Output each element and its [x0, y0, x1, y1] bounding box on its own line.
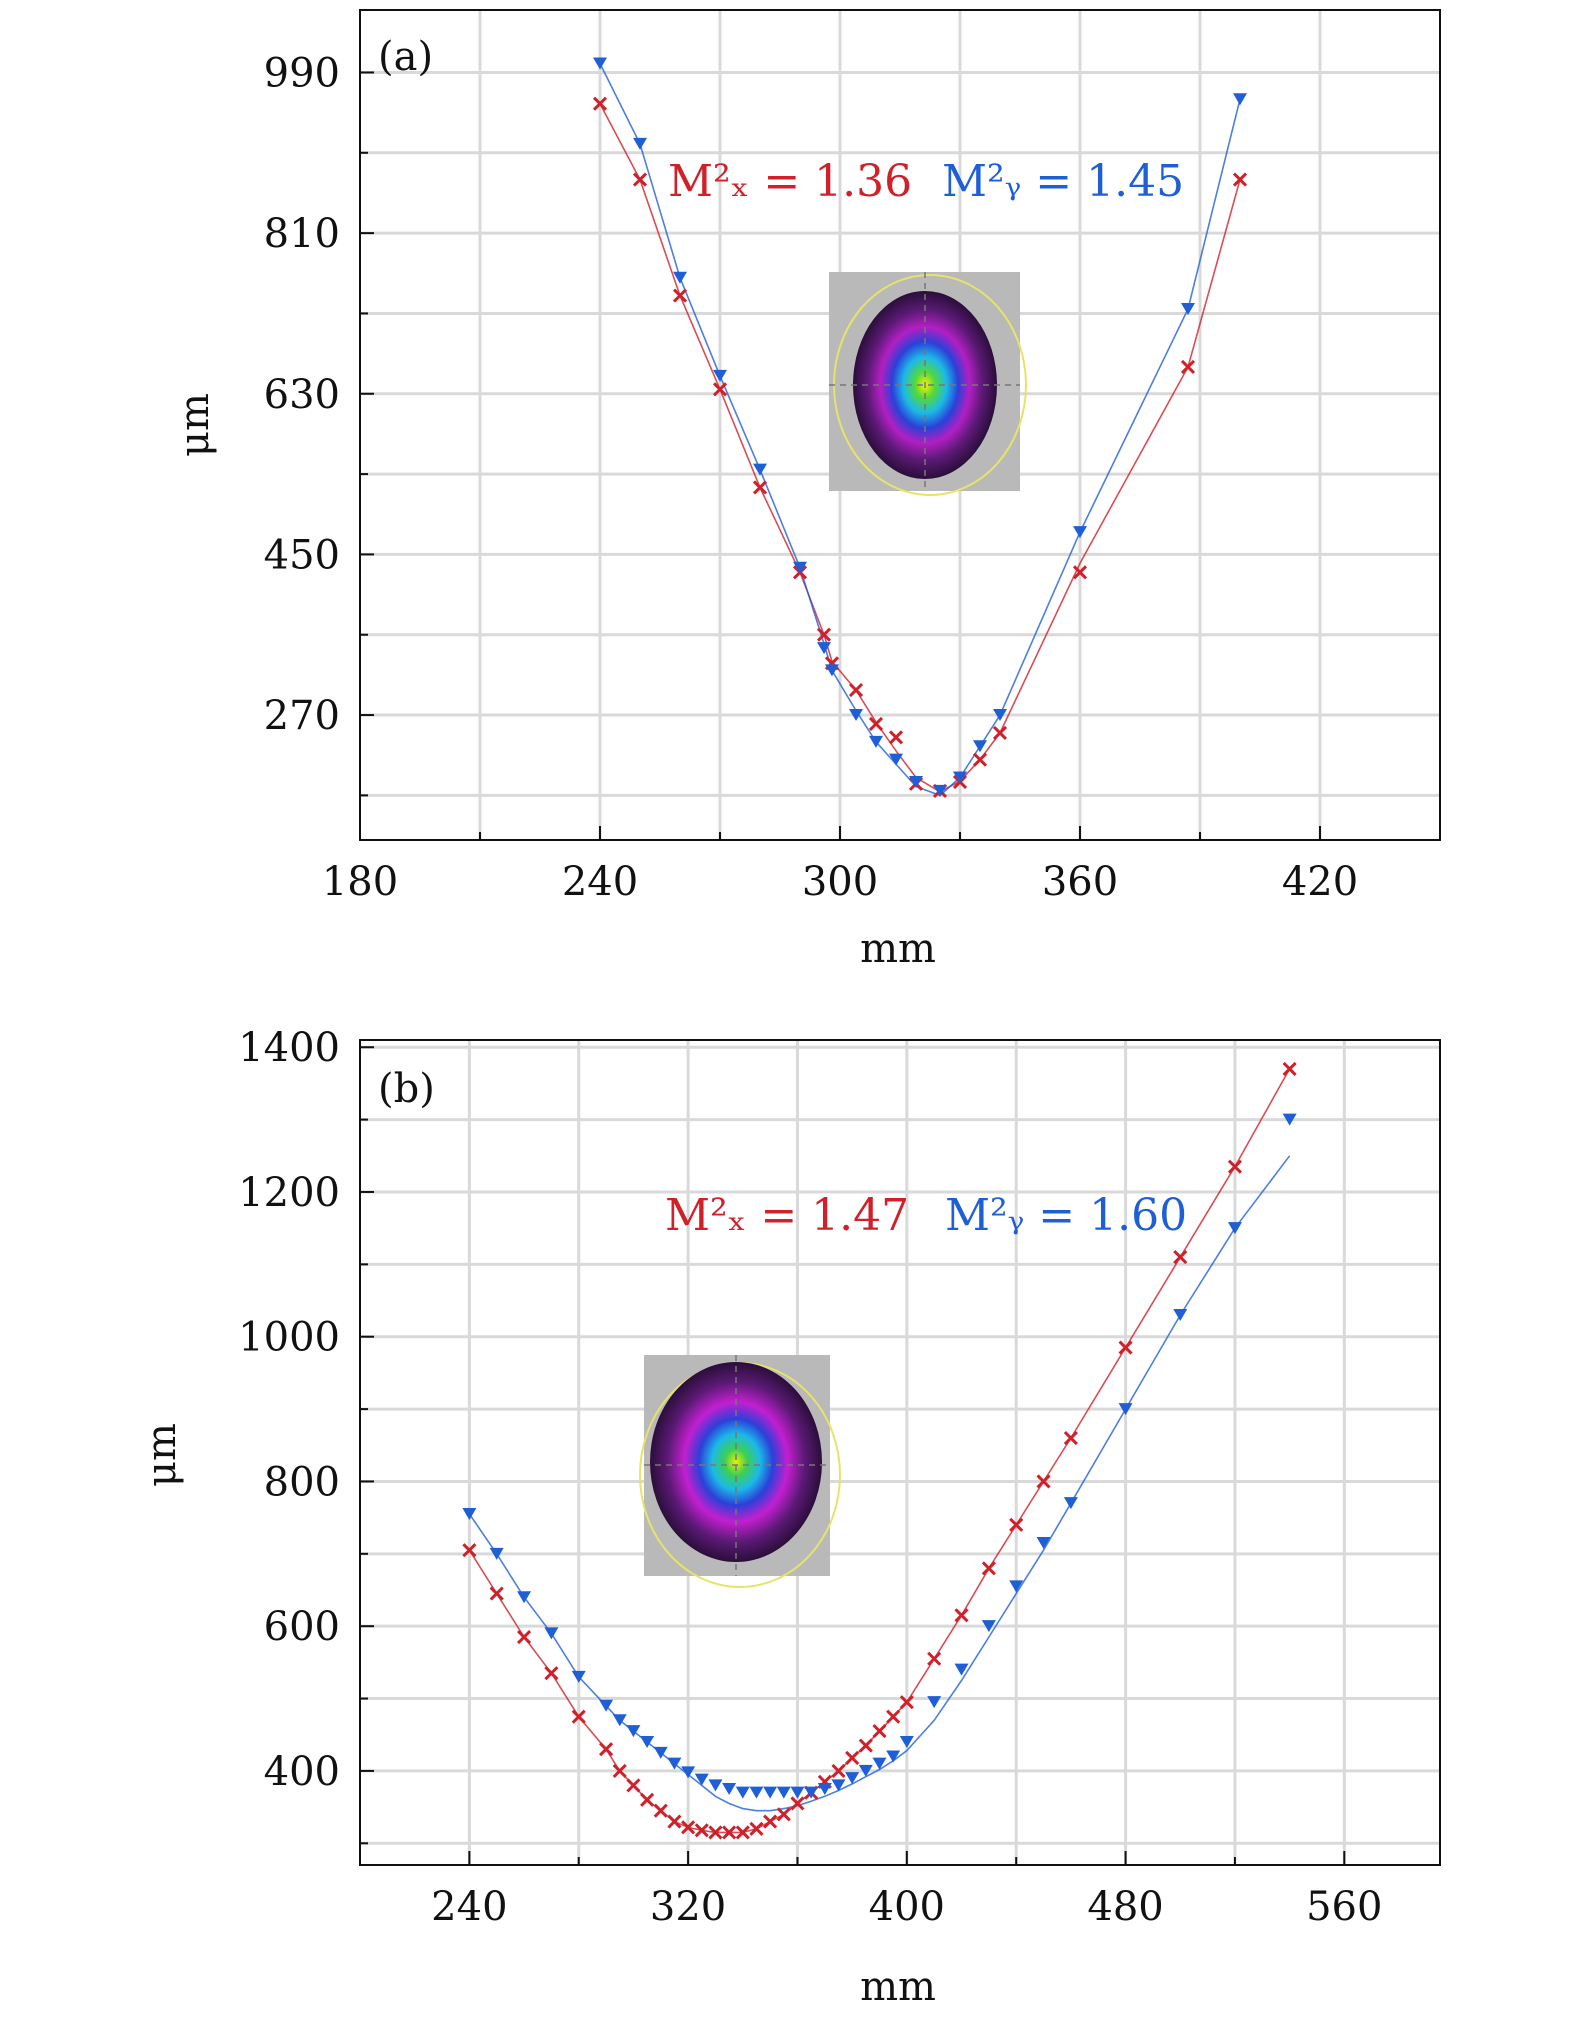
data-point-x [1065, 1432, 1077, 1444]
m2-x-label-a: M²ₓ = 1.36 [668, 156, 912, 207]
data-point-y [462, 1508, 476, 1520]
y-tick-label: 800 [264, 1459, 340, 1505]
data-point-x [674, 290, 686, 302]
data-point-y [593, 58, 607, 70]
data-point-y [818, 1783, 832, 1795]
data-point-x [655, 1805, 667, 1817]
y-tick-label: 630 [264, 372, 340, 418]
data-point-x [1284, 1063, 1296, 1075]
data-point-x [750, 1823, 762, 1835]
fit-curve-y [469, 1156, 1289, 1811]
data-point-y [695, 1774, 709, 1786]
y-tick-label: 1400 [238, 1025, 340, 1071]
data-point-y [763, 1787, 777, 1799]
data-point-y [736, 1787, 750, 1799]
data-point-y [831, 1779, 845, 1791]
data-point-x [1174, 1251, 1186, 1263]
fit-curve-x [469, 1069, 1289, 1833]
x-tick-label: 240 [562, 859, 638, 905]
data-point-x [641, 1794, 653, 1806]
data-point-x [887, 1711, 899, 1723]
beam-profile-inset-b [640, 1355, 840, 1587]
data-point-y [722, 1783, 736, 1795]
x-axis-label-b: mm [860, 1964, 936, 2010]
panel-b: 240 320 400 480 560 400 600 800 1000 1200 1400 (b)… [139, 1025, 1440, 2010]
data-point-x [956, 1609, 968, 1621]
m2-x-label-b: M²ₓ = 1.47 [665, 1190, 909, 1241]
data-point-x [974, 754, 986, 766]
data-point-y [1233, 93, 1247, 105]
x-tick-label: 360 [1042, 859, 1118, 905]
grid-b [360, 1040, 1440, 1865]
x-tick-label: 300 [802, 859, 878, 905]
data-point-x [983, 1562, 995, 1574]
data-point-y [1228, 1222, 1242, 1234]
data-point-x [994, 727, 1006, 739]
y-tick-label: 450 [264, 532, 340, 578]
data-point-x [870, 718, 882, 730]
data-point-y [1073, 526, 1087, 538]
data-point-y [1064, 1497, 1078, 1509]
y-tick-label: 990 [264, 50, 340, 96]
data-point-x [850, 684, 862, 696]
panel-label-a: (a) [378, 34, 433, 80]
y-axis-label-a: μm [172, 393, 218, 457]
panel-a: 180 240 300 360 420 270 450 630 810 990 (a) M²ₓ =… [172, 10, 1440, 972]
x-tick-label: 560 [1306, 1884, 1382, 1930]
m2-y-label-b: M²ᵧ = 1.60 [945, 1190, 1187, 1241]
beam-profile-inset-a [829, 272, 1026, 495]
data-points-b [462, 1063, 1296, 1838]
data-point-x [600, 1743, 612, 1755]
y-axis-label-b: μm [139, 1423, 185, 1487]
data-point-y [927, 1696, 941, 1708]
data-point-y [872, 1758, 886, 1770]
data-point-y [777, 1787, 791, 1799]
data-point-x [491, 1588, 503, 1600]
fit-curves-b [469, 1069, 1289, 1833]
x-tick-label: 320 [650, 1884, 726, 1930]
data-point-y [973, 740, 987, 752]
data-point-y [1173, 1309, 1187, 1321]
y-tick-label: 1000 [238, 1315, 340, 1361]
plot-frame-b [360, 1040, 1440, 1865]
y-tick-label: 1200 [238, 1170, 340, 1216]
x-tick-label: 180 [322, 859, 398, 905]
data-point-y [749, 1787, 763, 1799]
data-point-x [754, 481, 766, 493]
figure: 180 240 300 360 420 270 450 630 810 990 (a) M²ₓ =… [0, 0, 1575, 2018]
data-point-y [708, 1779, 722, 1791]
y-tick-label: 270 [264, 693, 340, 739]
x-tick-label: 400 [869, 1884, 945, 1930]
y-tick-label: 810 [264, 211, 340, 257]
data-point-y [633, 138, 647, 150]
data-point-x [764, 1816, 776, 1828]
data-point-y [845, 1772, 859, 1784]
x-axis-label-a: mm [860, 926, 936, 972]
x-tick-label: 420 [1282, 859, 1358, 905]
data-point-x [873, 1725, 885, 1737]
data-point-x [778, 1808, 790, 1820]
panel-label-b: (b) [378, 1066, 435, 1112]
data-point-x [928, 1653, 940, 1665]
data-point-x [668, 1816, 680, 1828]
m2-y-label-a: M²ᵧ = 1.45 [942, 156, 1184, 207]
data-point-x [634, 174, 646, 186]
data-point-x [1234, 174, 1246, 186]
y-tick-label: 400 [264, 1749, 340, 1795]
x-tick-label: 240 [431, 1884, 507, 1930]
x-tick-label: 480 [1087, 1884, 1163, 1930]
data-point-y [517, 1591, 531, 1603]
data-point-x [545, 1667, 557, 1679]
data-point-y [825, 664, 839, 676]
data-point-x [1182, 361, 1194, 373]
data-point-x [860, 1740, 872, 1752]
y-tick-label: 600 [264, 1604, 340, 1650]
data-point-x [518, 1631, 530, 1643]
data-point-x [846, 1752, 858, 1764]
data-point-y [544, 1627, 558, 1639]
data-point-x [627, 1779, 639, 1791]
data-point-x [890, 731, 902, 743]
data-point-y [869, 736, 883, 748]
